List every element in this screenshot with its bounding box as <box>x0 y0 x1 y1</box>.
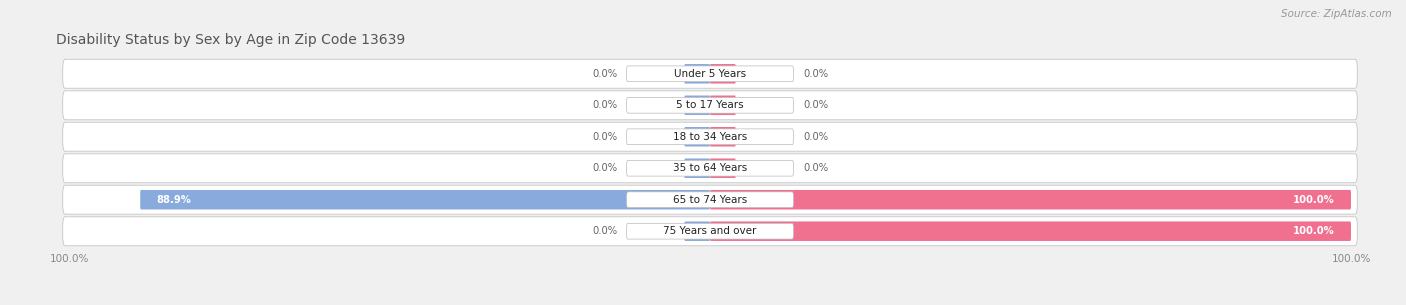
Text: 75 Years and over: 75 Years and over <box>664 226 756 236</box>
FancyBboxPatch shape <box>63 91 1357 120</box>
Text: 0.0%: 0.0% <box>803 100 828 110</box>
FancyBboxPatch shape <box>627 192 793 208</box>
FancyBboxPatch shape <box>63 59 1357 88</box>
Text: 0.0%: 0.0% <box>803 69 828 79</box>
Text: 88.9%: 88.9% <box>156 195 191 205</box>
Text: 0.0%: 0.0% <box>592 100 617 110</box>
FancyBboxPatch shape <box>710 127 735 146</box>
Text: 35 to 64 Years: 35 to 64 Years <box>673 163 747 173</box>
FancyBboxPatch shape <box>63 154 1357 183</box>
FancyBboxPatch shape <box>710 190 1351 210</box>
Text: 0.0%: 0.0% <box>592 163 617 173</box>
Text: 0.0%: 0.0% <box>803 132 828 142</box>
Text: 65 to 74 Years: 65 to 74 Years <box>673 195 747 205</box>
FancyBboxPatch shape <box>627 129 793 145</box>
FancyBboxPatch shape <box>141 190 710 210</box>
Text: 5 to 17 Years: 5 to 17 Years <box>676 100 744 110</box>
Text: Disability Status by Sex by Age in Zip Code 13639: Disability Status by Sex by Age in Zip C… <box>56 33 405 47</box>
FancyBboxPatch shape <box>685 64 710 84</box>
FancyBboxPatch shape <box>63 217 1357 246</box>
FancyBboxPatch shape <box>710 159 735 178</box>
FancyBboxPatch shape <box>63 185 1357 214</box>
FancyBboxPatch shape <box>710 95 735 115</box>
Text: 100.0%: 100.0% <box>1294 195 1334 205</box>
FancyBboxPatch shape <box>627 66 793 82</box>
FancyBboxPatch shape <box>627 223 793 239</box>
FancyBboxPatch shape <box>685 159 710 178</box>
FancyBboxPatch shape <box>685 221 710 241</box>
Text: Source: ZipAtlas.com: Source: ZipAtlas.com <box>1281 9 1392 19</box>
FancyBboxPatch shape <box>627 97 793 113</box>
Text: Under 5 Years: Under 5 Years <box>673 69 747 79</box>
FancyBboxPatch shape <box>710 64 735 84</box>
FancyBboxPatch shape <box>627 160 793 176</box>
Text: 0.0%: 0.0% <box>592 132 617 142</box>
FancyBboxPatch shape <box>685 127 710 146</box>
FancyBboxPatch shape <box>685 95 710 115</box>
Text: 0.0%: 0.0% <box>803 163 828 173</box>
Text: 100.0%: 100.0% <box>1294 226 1334 236</box>
Text: 18 to 34 Years: 18 to 34 Years <box>673 132 747 142</box>
Text: 0.0%: 0.0% <box>592 226 617 236</box>
Text: 0.0%: 0.0% <box>592 69 617 79</box>
FancyBboxPatch shape <box>710 221 1351 241</box>
FancyBboxPatch shape <box>63 122 1357 151</box>
